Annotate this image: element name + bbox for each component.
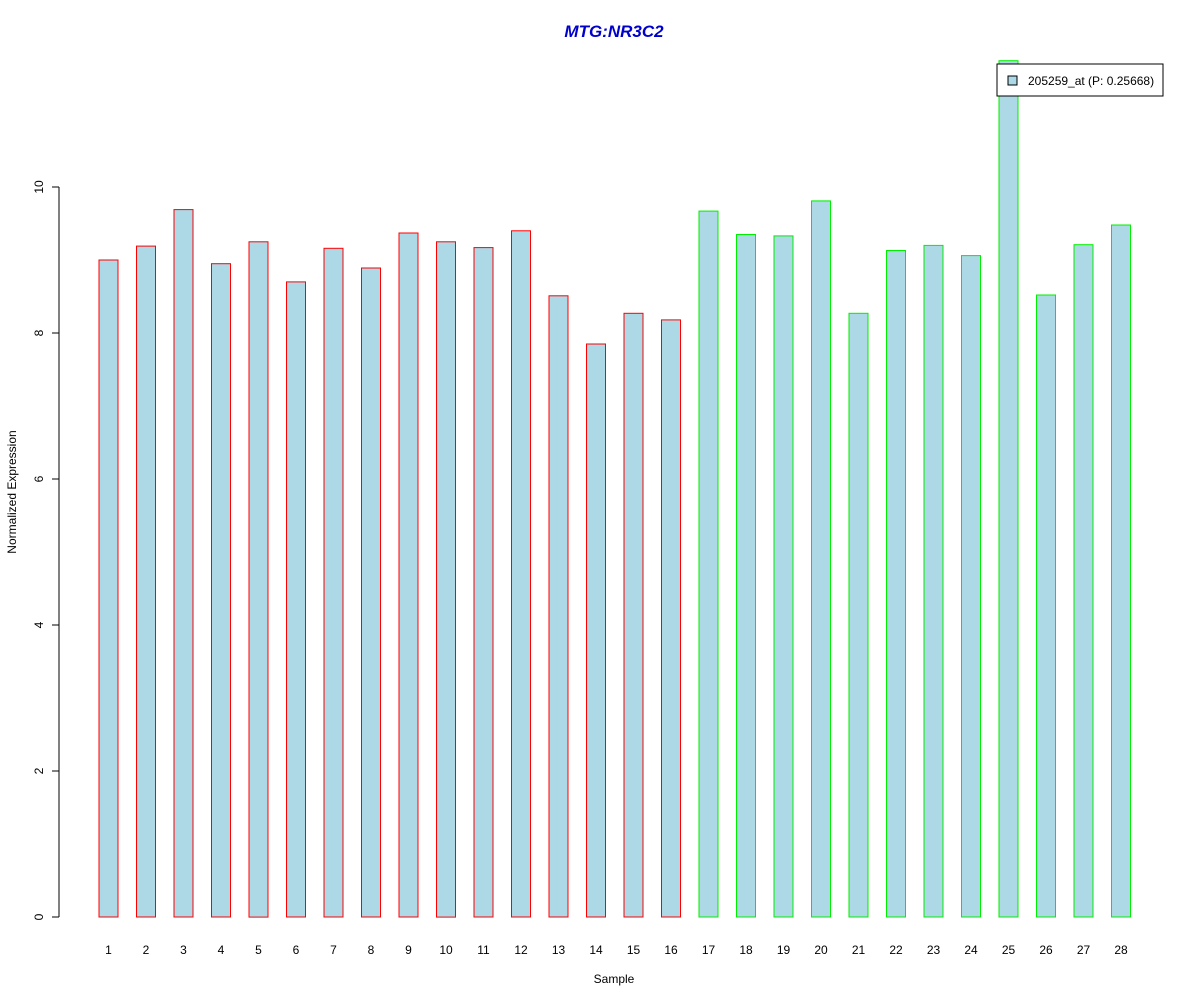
bar-sample-21 [848,312,869,918]
x-tick-label: 1 [105,943,112,957]
x-tick-label: 12 [514,943,528,957]
legend-swatch [1007,75,1018,86]
chart-title: MTG:NR3C2 [564,22,664,41]
y-tick-label: 6 [32,475,46,482]
bar-sample-6 [286,281,306,918]
x-tick-label: 17 [702,943,716,957]
y-tick-label: 8 [32,329,46,336]
x-tick-label: 10 [439,943,453,957]
bars [98,60,1131,918]
x-tick-label: 3 [180,943,187,957]
bar-sample-11 [473,247,494,918]
y-axis-label: Normalized Expression [5,430,19,553]
x-tick-label: 11 [477,943,490,957]
x-tick-label: 26 [1039,943,1053,957]
bar-sample-24 [961,255,981,918]
x-tick-label: 2 [143,943,150,957]
x-tick-label: 14 [589,943,603,957]
bar-sample-27 [1073,244,1094,918]
bar-sample-9 [398,232,419,918]
y-axis: 0 2 4 6 8 10 [32,180,60,920]
x-tick-label: 19 [777,943,791,957]
x-tick-label: 15 [627,943,641,957]
y-tick-label: 4 [32,621,46,628]
x-tick-label: 28 [1114,943,1128,957]
bar-sample-7 [323,247,344,918]
x-tick-label: 25 [1002,943,1016,957]
x-tick-label: 27 [1077,943,1091,957]
bar-sample-1 [98,259,119,918]
bar-sample-2 [136,245,156,918]
x-tick-label: 5 [255,943,262,957]
bar-sample-8 [361,267,381,918]
x-tick-label: 23 [927,943,941,957]
x-tick-label: 7 [330,943,337,957]
bar-sample-17 [698,210,719,918]
x-tick-label: 9 [405,943,412,957]
bar-sample-13 [548,295,569,918]
y-tick-label: 2 [32,767,46,774]
x-tick-label: 6 [293,943,300,957]
x-axis-label: Sample [594,972,635,986]
x-tick-label: 24 [964,943,978,957]
x-tick-label: 20 [814,943,828,957]
x-tick-label: 4 [218,943,225,957]
x-tick-label: 18 [739,943,753,957]
x-tick-label: 21 [852,943,866,957]
x-tick-label: 8 [368,943,375,957]
bar-sample-4 [211,263,231,918]
bar-sample-20 [811,200,831,918]
bar-sample-12 [511,230,531,918]
x-tick-label: 13 [552,943,566,957]
bar-sample-19 [773,235,794,918]
y-tick-label: 0 [32,913,46,920]
bar-sample-14 [586,343,606,918]
bar-sample-15 [623,312,644,918]
bar-sample-18 [736,234,756,918]
legend-label: 205259_at (P: 0.25668) [1028,74,1154,88]
bar-sample-22 [886,250,906,918]
legend-box [996,63,1164,97]
legend: 205259_at (P: 0.25668) [996,63,1164,97]
bar-sample-26 [1036,294,1056,918]
bar-sample-3 [173,209,194,918]
bar-sample-25 [998,60,1019,918]
bar-sample-10 [436,241,456,918]
x-axis: 1 2 3 4 5 6 7 8 9 10 11 12 13 14 15 16 17 18 19 20 21 22 23 24 2… [105,943,1128,957]
bar-sample-5 [248,241,269,918]
bar-sample-23 [923,244,944,918]
bar-sample-16 [661,319,681,918]
x-tick-label: 16 [664,943,678,957]
x-tick-label: 22 [889,943,903,957]
y-tick-label: 10 [32,180,46,194]
bar-sample-28 [1111,224,1131,918]
